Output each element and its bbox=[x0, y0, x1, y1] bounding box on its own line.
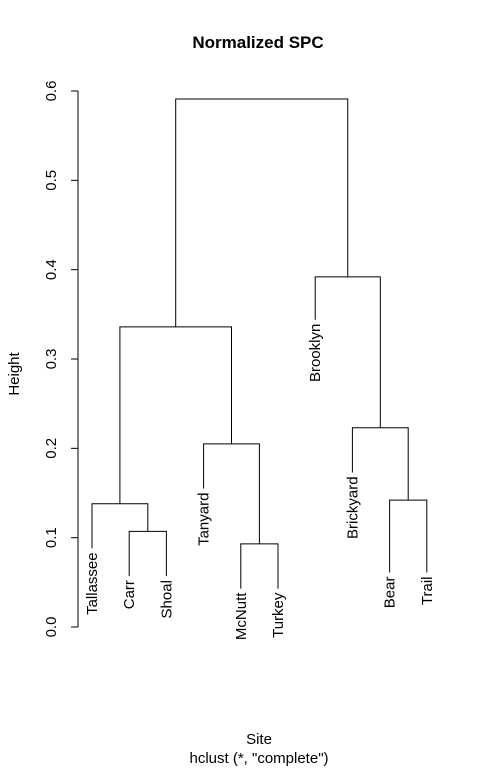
leaf-labels: Tallassee Carr Shoal Tanyard McNutt Turkey Bro… bbox=[84, 324, 436, 640]
merge-link bbox=[351, 427, 409, 501]
dendrogram-tree bbox=[91, 98, 428, 589]
merge-link bbox=[389, 499, 428, 573]
x-axis-label: Site bbox=[246, 731, 272, 748]
y-tick-label: 0.2 bbox=[43, 438, 60, 459]
y-tick-label: 0.1 bbox=[43, 527, 60, 548]
y-tick-label: 0.3 bbox=[43, 349, 60, 370]
y-tick-label: 0.4 bbox=[43, 259, 60, 280]
leaf-label: Carr bbox=[121, 580, 138, 609]
y-tick-label: 0.5 bbox=[43, 170, 60, 191]
y-axis: 0.0 0.1 0.2 0.3 0.4 0.5 0.6 bbox=[43, 81, 79, 638]
leaf-label: Trail bbox=[419, 577, 436, 606]
chart-title: Normalized SPC bbox=[192, 33, 323, 52]
merge-link bbox=[119, 326, 232, 504]
leaf-label: Turkey bbox=[270, 592, 287, 638]
y-tick-label: 0.6 bbox=[43, 81, 60, 102]
merge-link bbox=[175, 98, 349, 327]
leaf-label: Tanyard bbox=[196, 493, 213, 546]
leaf-label: McNutt bbox=[233, 592, 250, 640]
merge-link bbox=[240, 543, 279, 589]
leaf-label: Brickyard bbox=[344, 476, 361, 539]
y-tick-label: 0.0 bbox=[43, 617, 60, 638]
merge-link bbox=[128, 530, 167, 577]
leaf-label: Tallassee bbox=[84, 552, 101, 615]
method-sublabel: hclust (*, "complete") bbox=[189, 750, 328, 767]
leaf-label: Bear bbox=[382, 577, 399, 609]
leaf-label: Brooklyn bbox=[307, 324, 324, 382]
merge-link bbox=[91, 503, 149, 549]
merge-link bbox=[314, 276, 381, 428]
leaf-label: Shoal bbox=[158, 580, 175, 618]
y-axis-label: Height bbox=[6, 351, 23, 395]
merge-link bbox=[203, 443, 260, 544]
